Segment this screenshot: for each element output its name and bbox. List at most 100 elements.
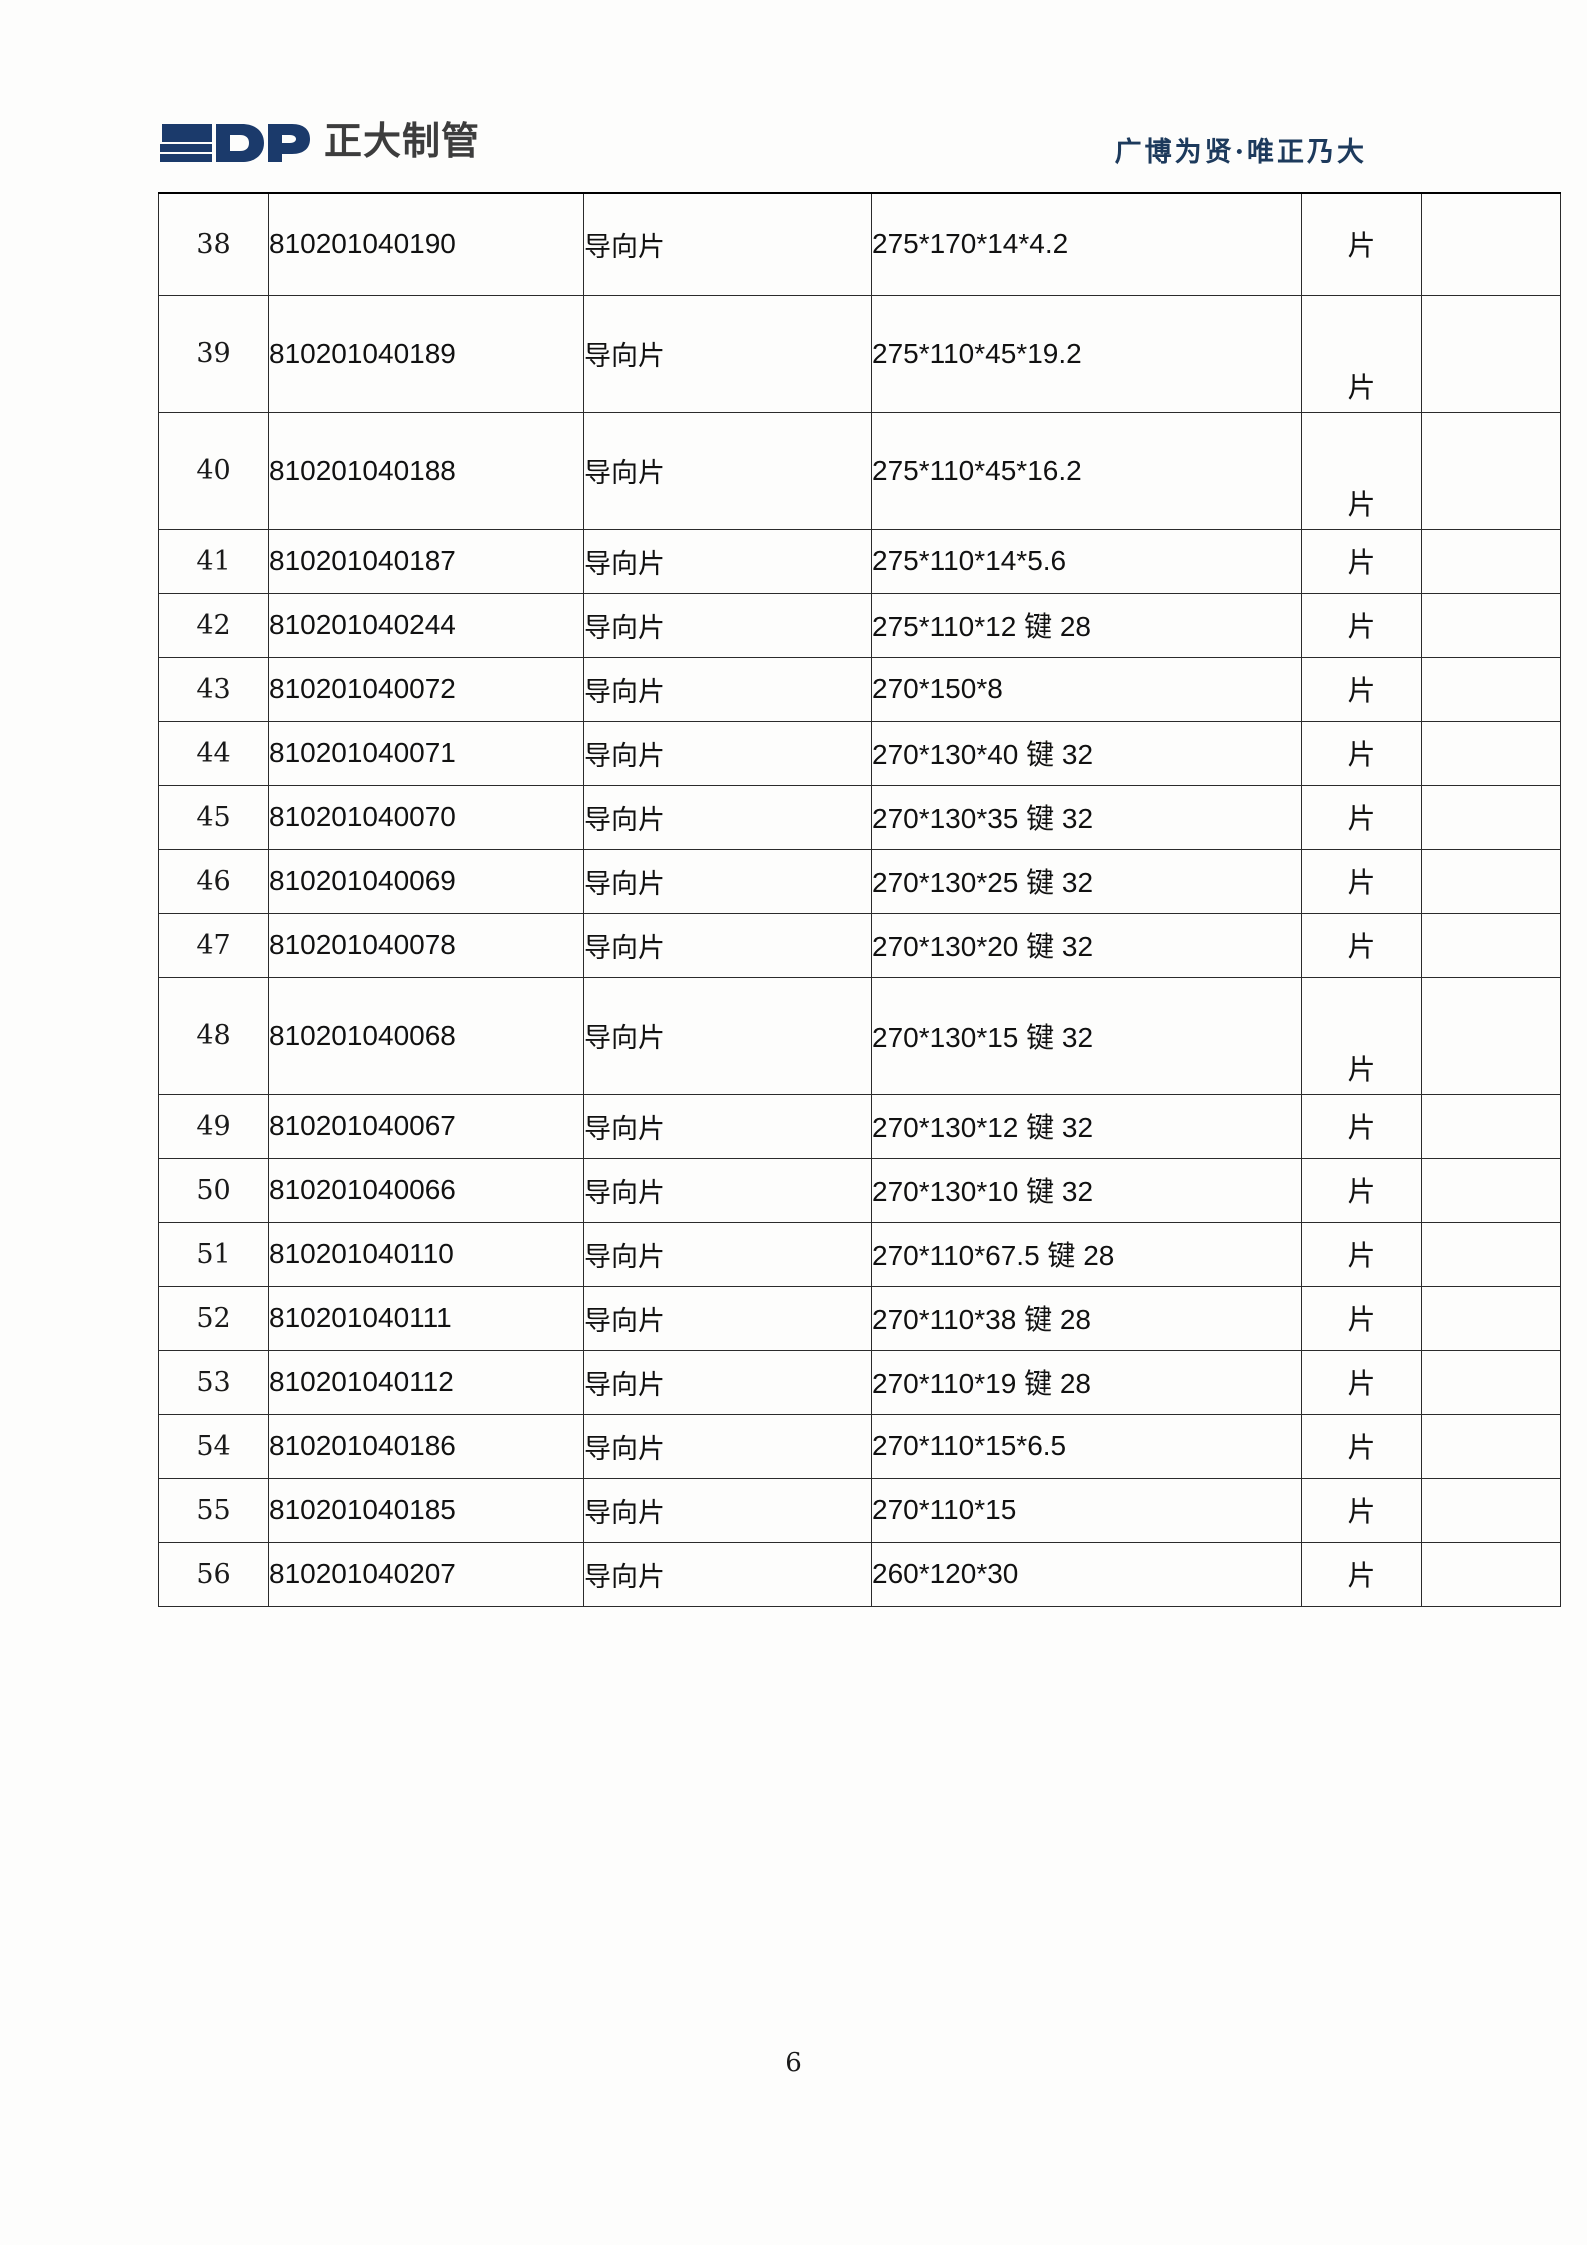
table-row: 53 810201040112 导向片 270*110*19 键 28 片 [158, 1349, 1561, 1415]
part-spec: 270*130*15 键 32 [871, 976, 1302, 1095]
part-code: 810201040188 [268, 411, 584, 530]
part-unit: 片 [1301, 1285, 1422, 1351]
part-spec: 270*130*40 键 32 [871, 720, 1302, 786]
part-unit: 片 [1301, 528, 1422, 594]
row-index: 48 [158, 976, 269, 1095]
row-index: 55 [158, 1477, 269, 1543]
part-name: 导向片 [583, 1413, 872, 1479]
part-remark [1421, 848, 1561, 914]
part-unit: 片 [1301, 1221, 1422, 1287]
page-number: 6 [785, 2048, 802, 2078]
part-spec: 275*110*14*5.6 [871, 528, 1302, 594]
part-name: 导向片 [583, 192, 872, 296]
part-name: 导向片 [583, 1221, 872, 1287]
part-name: 导向片 [583, 592, 872, 658]
row-index: 49 [158, 1093, 269, 1159]
part-remark [1421, 976, 1561, 1095]
parts-table: 38 810201040190 导向片 275*170*14*4.2 片 39 … [158, 192, 1561, 1607]
part-spec: 275*170*14*4.2 [871, 192, 1302, 296]
part-code: 810201040070 [268, 784, 584, 850]
company-name: 正大制管 [324, 119, 481, 163]
part-name: 导向片 [583, 1541, 872, 1607]
table-row: 43 810201040072 导向片 270*150*8 片 [158, 656, 1561, 722]
part-unit: 片 [1301, 294, 1422, 413]
part-unit: 片 [1301, 1413, 1422, 1479]
table-row: 54 810201040186 导向片 270*110*15*6.5 片 [158, 1413, 1561, 1479]
part-code: 810201040112 [268, 1349, 584, 1415]
table-row: 47 810201040078 导向片 270*130*20 键 32 片 [158, 912, 1561, 978]
part-unit: 片 [1301, 1157, 1422, 1223]
part-unit: 片 [1301, 1477, 1422, 1543]
part-spec: 270*130*35 键 32 [871, 784, 1302, 850]
part-name: 导向片 [583, 1157, 872, 1223]
row-index: 46 [158, 848, 269, 914]
parts-table-container: 38 810201040190 导向片 275*170*14*4.2 片 39 … [158, 192, 1561, 1607]
row-index: 54 [158, 1413, 269, 1479]
part-code: 810201040110 [268, 1221, 584, 1287]
part-code: 810201040187 [268, 528, 584, 594]
part-name: 导向片 [583, 976, 872, 1095]
table-row: 39 810201040189 导向片 275*110*45*19.2 片 [158, 294, 1561, 413]
table-row: 50 810201040066 导向片 270*130*10 键 32 片 [158, 1157, 1561, 1223]
table-row: 46 810201040069 导向片 270*130*25 键 32 片 [158, 848, 1561, 914]
part-remark [1421, 528, 1561, 594]
part-spec: 270*130*10 键 32 [871, 1157, 1302, 1223]
company-tagline: 广博为贤·唯正乃大 [1114, 137, 1367, 168]
part-remark [1421, 1093, 1561, 1159]
part-code: 810201040186 [268, 1413, 584, 1479]
part-code: 810201040111 [268, 1285, 584, 1351]
parts-table-body: 38 810201040190 导向片 275*170*14*4.2 片 39 … [158, 192, 1561, 1607]
part-remark [1421, 411, 1561, 530]
part-remark [1421, 720, 1561, 786]
part-spec: 260*120*30 [871, 1541, 1302, 1607]
part-remark [1421, 1285, 1561, 1351]
part-unit: 片 [1301, 1541, 1422, 1607]
part-remark [1421, 1221, 1561, 1287]
row-index: 39 [158, 294, 269, 413]
part-spec: 270*130*20 键 32 [871, 912, 1302, 978]
zdp-logo-icon [160, 124, 310, 162]
part-spec: 270*110*15*6.5 [871, 1413, 1302, 1479]
part-name: 导向片 [583, 1349, 872, 1415]
row-index: 41 [158, 528, 269, 594]
row-index: 40 [158, 411, 269, 530]
part-spec: 270*110*15 [871, 1477, 1302, 1543]
table-row: 51 810201040110 导向片 270*110*67.5 键 28 片 [158, 1221, 1561, 1287]
part-remark [1421, 1541, 1561, 1607]
part-name: 导向片 [583, 1477, 872, 1543]
part-name: 导向片 [583, 656, 872, 722]
table-row: 52 810201040111 导向片 270*110*38 键 28 片 [158, 1285, 1561, 1351]
part-unit: 片 [1301, 1349, 1422, 1415]
part-code: 810201040071 [268, 720, 584, 786]
part-unit: 片 [1301, 411, 1422, 530]
part-spec: 275*110*45*16.2 [871, 411, 1302, 530]
part-spec: 270*130*12 键 32 [871, 1093, 1302, 1159]
part-spec: 275*110*45*19.2 [871, 294, 1302, 413]
part-name: 导向片 [583, 528, 872, 594]
part-code: 810201040069 [268, 848, 584, 914]
part-unit: 片 [1301, 656, 1422, 722]
table-row: 45 810201040070 导向片 270*130*35 键 32 片 [158, 784, 1561, 850]
part-remark [1421, 294, 1561, 413]
row-index: 50 [158, 1157, 269, 1223]
page-footer: 6 [0, 2048, 1587, 2078]
part-unit: 片 [1301, 1093, 1422, 1159]
part-code: 810201040067 [268, 1093, 584, 1159]
part-remark [1421, 192, 1561, 296]
part-unit: 片 [1301, 720, 1422, 786]
part-name: 导向片 [583, 411, 872, 530]
part-name: 导向片 [583, 720, 872, 786]
part-code: 810201040072 [268, 656, 584, 722]
part-remark [1421, 1477, 1561, 1543]
row-index: 45 [158, 784, 269, 850]
part-remark [1421, 784, 1561, 850]
part-unit: 片 [1301, 848, 1422, 914]
part-spec: 270*150*8 [871, 656, 1302, 722]
part-name: 导向片 [583, 1285, 872, 1351]
part-spec: 275*110*12 键 28 [871, 592, 1302, 658]
part-code: 810201040185 [268, 1477, 584, 1543]
part-remark [1421, 656, 1561, 722]
part-name: 导向片 [583, 1093, 872, 1159]
row-index: 42 [158, 592, 269, 658]
